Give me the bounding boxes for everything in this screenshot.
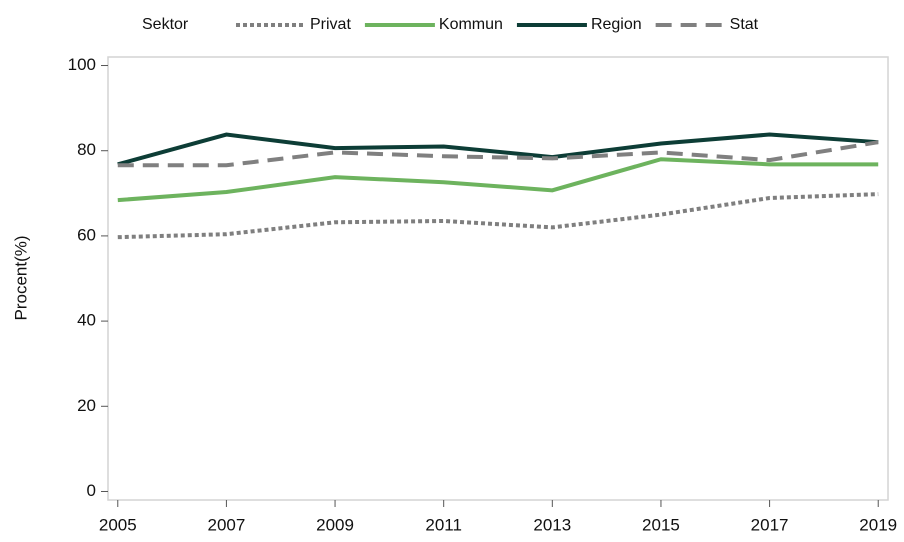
x-tick-label: 2013: [533, 515, 571, 534]
legend-label: Kommun: [439, 16, 503, 33]
x-tick-label: 2009: [316, 515, 354, 534]
line-series: [117, 157, 879, 203]
x-tick-label: 2005: [99, 515, 137, 534]
y-axis-label: Procent(%): [11, 235, 30, 320]
y-tick-label: 0: [87, 481, 96, 500]
legend-label: Stat: [730, 16, 759, 33]
x-tick-label: 2017: [751, 515, 789, 534]
plot-frame: [107, 56, 889, 501]
legend-label: Privat: [310, 16, 351, 33]
y-tick-label: 20: [77, 396, 96, 415]
legend-label: Region: [591, 16, 642, 33]
y-tick-label: 100: [68, 55, 96, 74]
x-tick-label: 2015: [642, 515, 680, 534]
x-tick-label: 2011: [425, 515, 462, 534]
legend-title: Sektor: [142, 16, 189, 33]
x-tick-label: 2019: [859, 515, 897, 534]
legend: Sektor Privat Kommun Region Stat: [142, 16, 759, 33]
line-series: [117, 140, 879, 168]
line-series: [117, 192, 879, 240]
x-tick-label: 2007: [207, 515, 245, 534]
y-tick-label: 40: [77, 311, 96, 330]
line-series: [117, 132, 879, 167]
y-tick-label: 80: [77, 140, 96, 159]
y-tick-label: 60: [77, 225, 96, 244]
